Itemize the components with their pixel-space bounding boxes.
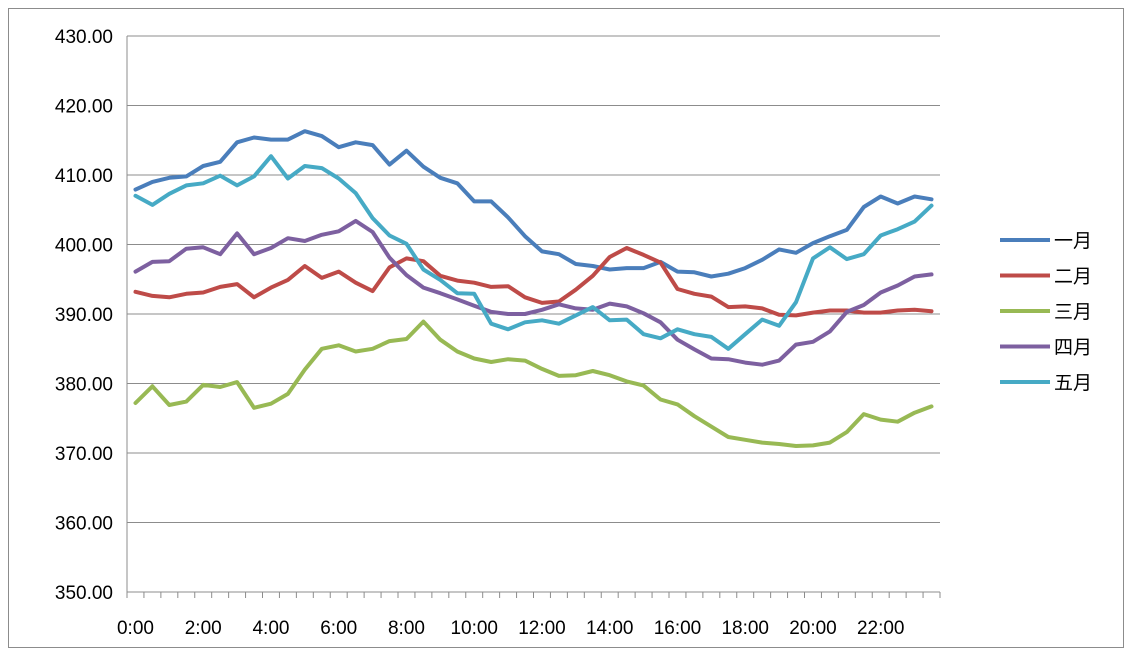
x-tick-label: 20:00 [789, 618, 837, 639]
y-tick-label: 350.00 [55, 583, 113, 604]
y-tick-label: 360.00 [55, 514, 113, 535]
y-tick-label: 420.00 [55, 97, 113, 118]
y-tick-label: 380.00 [55, 375, 113, 396]
legend-label: 五月 [1054, 372, 1092, 394]
x-tick-label: 6:00 [320, 618, 357, 639]
x-tick-label: 0:00 [117, 618, 154, 639]
legend-label: 二月 [1054, 266, 1092, 288]
x-tick-label: 12:00 [518, 618, 566, 639]
gridlines [127, 35, 940, 523]
series-line-4 [133, 218, 934, 367]
legend-label: 一月 [1054, 230, 1092, 252]
x-tick-label: 2:00 [185, 618, 222, 639]
y-tick-label: 390.00 [55, 305, 113, 326]
series-line-1 [133, 129, 934, 279]
y-tick-label: 410.00 [55, 166, 113, 187]
legend-label: 四月 [1054, 337, 1092, 359]
chart-frame [8, 8, 1124, 648]
x-tick-label: 4:00 [252, 618, 289, 639]
x-tick-label: 8:00 [388, 618, 425, 639]
y-tick-label: 400.00 [55, 236, 113, 257]
y-tick-label: 430.00 [55, 27, 113, 48]
x-axis: 0:00 2:00 4:00 6:00 8:00 10:00 12:00 14:00 16:00… [117, 36, 941, 639]
x-tick-label: 18:00 [721, 618, 769, 639]
series-line-2 [133, 246, 934, 318]
series-lines [133, 129, 934, 448]
y-axis-tick-labels: 350.00 360.00 370.00 380.00 390.00 400.00 410.… [55, 27, 113, 604]
x-tick-label: 10:00 [450, 618, 498, 639]
legend-label: 三月 [1054, 301, 1092, 323]
series-line-3 [133, 319, 934, 448]
x-tick-label: 22:00 [857, 618, 905, 639]
x-tick-label: 14:00 [586, 618, 634, 639]
x-tick-label: 16:00 [654, 618, 702, 639]
y-tick-label: 370.00 [55, 444, 113, 465]
series-line-5 [133, 154, 934, 351]
